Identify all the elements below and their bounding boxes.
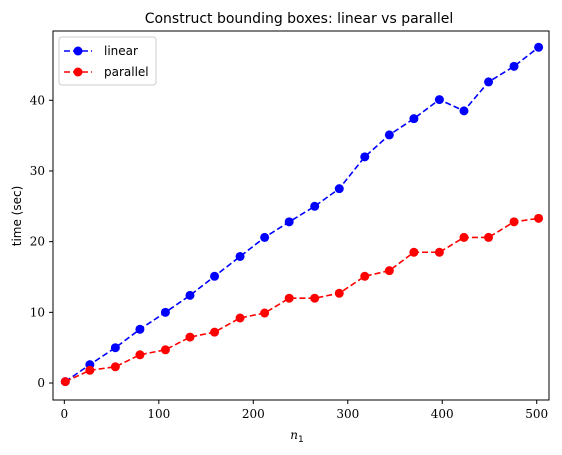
data-point-parallel — [135, 350, 145, 360]
data-point-parallel — [60, 377, 70, 387]
chart-title: Construct bounding boxes: linear vs para… — [145, 11, 454, 27]
data-point-parallel — [185, 332, 195, 342]
data-point-parallel — [260, 308, 270, 318]
x-tick-label: 300 — [336, 407, 359, 421]
data-point-parallel — [384, 266, 394, 276]
data-point-parallel — [334, 288, 344, 298]
data-point-linear — [360, 152, 370, 162]
data-point-parallel — [284, 293, 294, 303]
data-point-linear — [384, 130, 394, 140]
x-axis: 0 100 200 300 400 500 — [61, 400, 548, 421]
data-point-linear — [509, 61, 519, 71]
legend-marker-parallel — [73, 67, 83, 77]
y-tick-label: 20 — [30, 235, 45, 249]
data-point-linear — [210, 271, 220, 281]
data-point-linear — [409, 114, 419, 124]
data-point-linear — [534, 42, 544, 52]
data-point-linear — [484, 77, 494, 87]
y-axis-label: time (sec) — [10, 186, 24, 247]
y-axis: 0 10 20 30 40 — [30, 93, 53, 390]
data-point-linear — [284, 217, 294, 227]
data-point-linear — [310, 201, 320, 211]
series-line-linear — [64, 46, 540, 383]
data-point-linear — [235, 252, 245, 261]
legend-label-linear: linear — [104, 44, 138, 58]
data-point-parallel — [409, 247, 419, 257]
y-tick-label: 10 — [30, 305, 45, 319]
data-point-parallel — [434, 247, 444, 257]
x-tick-label: 0 — [61, 407, 69, 421]
data-point-linear — [185, 290, 195, 300]
data-point-linear — [260, 232, 270, 242]
data-point-parallel — [210, 327, 220, 337]
legend: linear parallel — [58, 36, 157, 86]
data-point-parallel — [459, 232, 469, 242]
data-point-parallel — [85, 365, 95, 375]
legend-box — [58, 36, 157, 86]
data-point-parallel — [160, 345, 170, 355]
x-axis-label: n1 — [290, 428, 303, 445]
y-tick-label: 0 — [37, 376, 45, 390]
y-tick-label: 40 — [30, 93, 45, 107]
data-point-linear — [135, 324, 145, 334]
series-layer — [60, 42, 544, 387]
data-point-parallel — [310, 293, 320, 303]
x-tick-label: 500 — [525, 407, 548, 421]
data-point-linear — [434, 95, 444, 105]
data-point-parallel — [484, 232, 494, 242]
x-tick-label: 100 — [147, 407, 170, 421]
data-point-parallel — [534, 213, 544, 223]
x-tick-label: 400 — [431, 407, 454, 421]
data-point-parallel — [110, 362, 120, 372]
data-point-parallel — [360, 271, 370, 281]
data-point-linear — [334, 184, 344, 194]
data-point-linear — [160, 307, 170, 317]
legend-label-parallel: parallel — [104, 65, 149, 79]
data-point-linear — [459, 106, 469, 116]
data-point-parallel — [509, 217, 519, 227]
x-tick-label: 200 — [242, 407, 265, 421]
data-point-linear — [110, 343, 120, 353]
y-tick-label: 30 — [30, 164, 45, 178]
data-point-parallel — [235, 313, 245, 323]
legend-marker-linear — [73, 46, 83, 56]
